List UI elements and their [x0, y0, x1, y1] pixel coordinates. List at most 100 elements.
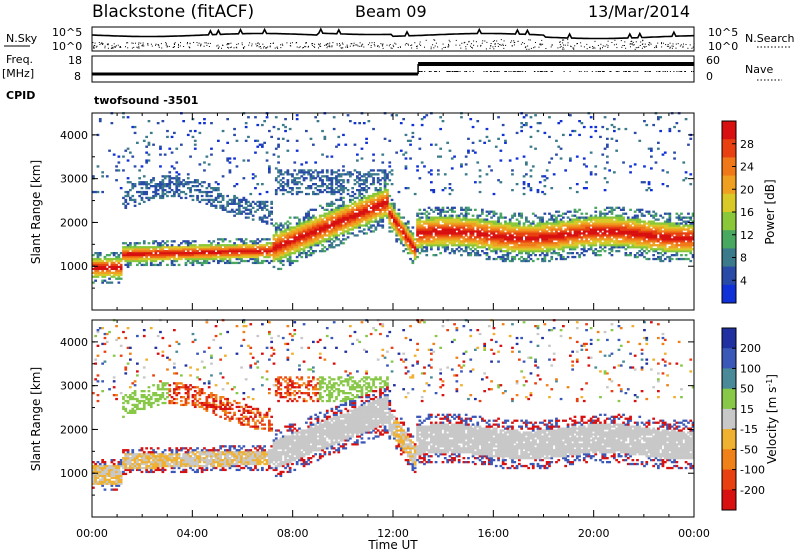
n-search-point	[473, 40, 475, 42]
power-cell	[295, 173, 299, 176]
power-cell	[305, 252, 308, 255]
power-cell	[98, 254, 102, 257]
nave-label: Nave	[745, 63, 773, 76]
power-cell	[557, 242, 561, 245]
n-search-point	[345, 46, 347, 48]
power-cell	[295, 177, 299, 180]
n-search-point	[359, 42, 361, 44]
power-cell	[615, 228, 619, 231]
n-search-point	[228, 43, 230, 45]
power-cell	[138, 202, 142, 205]
power-cell	[129, 196, 132, 200]
n-search-point	[363, 46, 365, 48]
power-cell	[298, 230, 301, 233]
power-cell	[318, 218, 322, 221]
n-search-point	[443, 47, 445, 48]
n-search-point	[331, 46, 333, 48]
power-cell	[344, 224, 348, 227]
power-cell	[432, 220, 436, 223]
power-cell	[478, 220, 482, 223]
power-cell	[136, 259, 139, 263]
power-cell	[427, 228, 431, 231]
freq-unit-label: [MHz]	[2, 67, 34, 80]
power-cell	[367, 222, 371, 225]
power-cell	[504, 220, 507, 223]
power-cell	[515, 222, 519, 225]
power-cell	[585, 228, 588, 231]
power-cell	[397, 214, 401, 217]
power-cell	[548, 236, 551, 239]
power-cell	[476, 234, 480, 237]
power-cell	[617, 246, 621, 249]
n-search-point	[262, 43, 264, 45]
nave-point	[597, 71, 599, 72]
power-cell	[432, 238, 436, 241]
power-cell	[254, 202, 257, 205]
n-search-point	[563, 48, 565, 50]
power-cell	[432, 228, 436, 231]
power-cell	[305, 255, 308, 259]
n-search-point	[675, 47, 677, 49]
power-cell	[559, 220, 563, 223]
power-cell	[351, 208, 355, 211]
power-cell	[511, 226, 514, 229]
power-cell	[332, 224, 336, 227]
power-cell	[610, 250, 614, 253]
power-cell	[251, 244, 255, 247]
power-cell	[529, 222, 533, 225]
power-cell	[420, 123, 424, 127]
power-cell	[281, 244, 285, 247]
power-cell	[548, 248, 551, 251]
power-cell	[300, 169, 304, 172]
power-cell	[606, 244, 609, 247]
power-cell	[501, 257, 505, 261]
power-cell	[529, 228, 533, 231]
power-cell	[571, 240, 575, 243]
power-cell	[210, 202, 213, 205]
power-cell	[441, 240, 445, 243]
power-cell	[193, 181, 197, 184]
power-cell	[420, 161, 424, 164]
power-cell	[154, 194, 158, 198]
power-cell	[129, 151, 132, 154]
nave-point	[537, 71, 539, 72]
power-cell	[145, 151, 149, 154]
power-cell	[349, 210, 352, 213]
power-cell	[291, 240, 294, 243]
power-cell	[531, 220, 535, 223]
power-cell	[487, 212, 491, 215]
power-cell	[328, 244, 331, 247]
power-cell	[263, 220, 267, 223]
power-cell	[170, 263, 174, 267]
power-cell	[305, 242, 308, 245]
power-cell	[446, 234, 450, 237]
power-cell	[423, 116, 426, 119]
power-cell	[511, 248, 514, 251]
power-cell	[464, 230, 468, 233]
power-cell	[272, 259, 276, 263]
power-cell	[316, 244, 320, 247]
n-search-point	[189, 47, 191, 49]
n-search-point	[494, 43, 496, 45]
power-cell	[390, 224, 394, 227]
power-cell	[492, 250, 496, 253]
power-cell	[145, 263, 149, 267]
power-cell	[467, 151, 470, 154]
power-cell	[573, 226, 577, 229]
power-cell	[219, 200, 223, 204]
power-cell	[432, 236, 436, 239]
n-search-point	[382, 45, 384, 47]
power-cell	[117, 271, 121, 274]
power-cell	[418, 232, 422, 235]
power-cell	[261, 123, 264, 127]
power-cell	[402, 238, 406, 241]
n-search-point	[257, 42, 259, 44]
power-cell	[272, 254, 276, 257]
power-cell	[485, 218, 489, 221]
n-search-point	[648, 44, 650, 46]
power-cell	[318, 224, 322, 227]
power-cell	[212, 257, 216, 261]
power-cell	[601, 242, 605, 245]
power-cell	[119, 187, 123, 190]
power-cell	[497, 232, 500, 235]
